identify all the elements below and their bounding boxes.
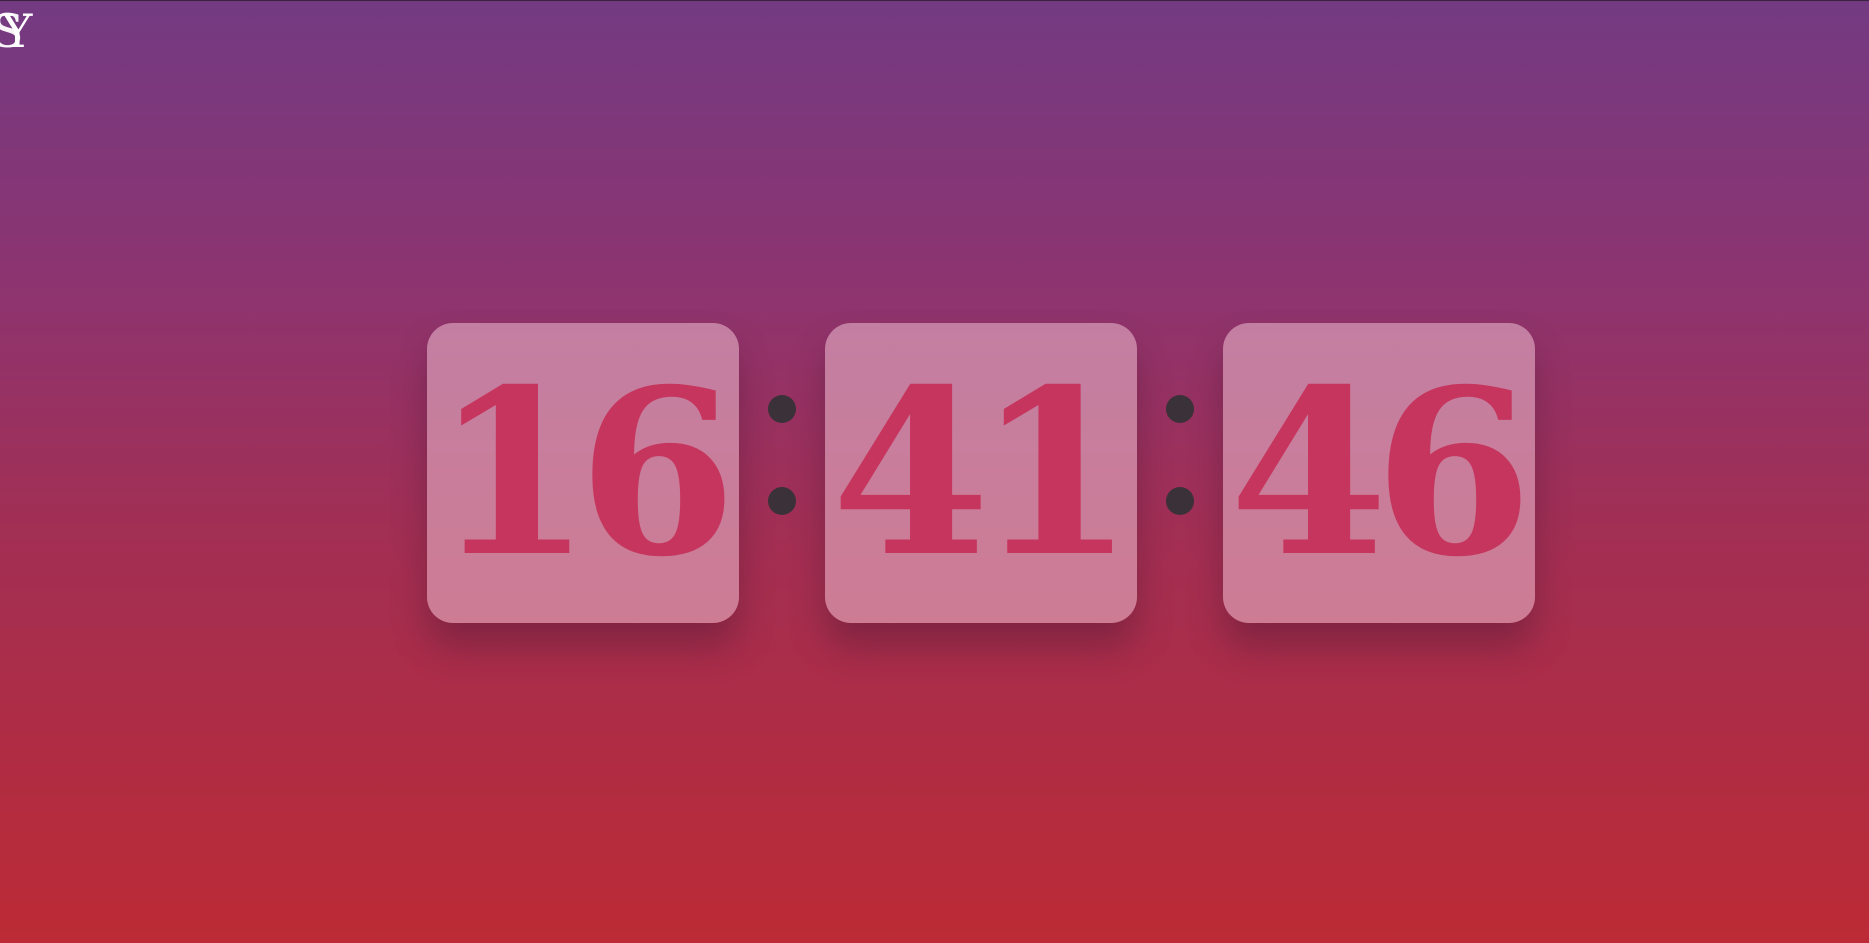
minutes-card: 41 [825, 323, 1137, 623]
hours-minutes-separator [739, 323, 825, 623]
hours-digits: 16 [433, 339, 736, 607]
minutes-seconds-separator [1137, 323, 1223, 623]
seconds-card: 46 [1223, 323, 1535, 623]
separator-dot-top [1166, 395, 1194, 423]
window-top-border [0, 0, 1869, 1]
seconds-digits: 46 [1229, 339, 1532, 607]
logo: S Y [0, 8, 52, 60]
separator-dot-bottom [768, 487, 796, 515]
minutes-digits: 41 [831, 339, 1134, 607]
separator-dot-bottom [1166, 487, 1194, 515]
separator-dot-top [768, 395, 796, 423]
logo-glyph-back: S [0, 4, 23, 58]
flip-clock: 16 41 46 [427, 323, 1535, 623]
logo-glyph-front: Y [2, 4, 32, 58]
hours-card: 16 [427, 323, 739, 623]
